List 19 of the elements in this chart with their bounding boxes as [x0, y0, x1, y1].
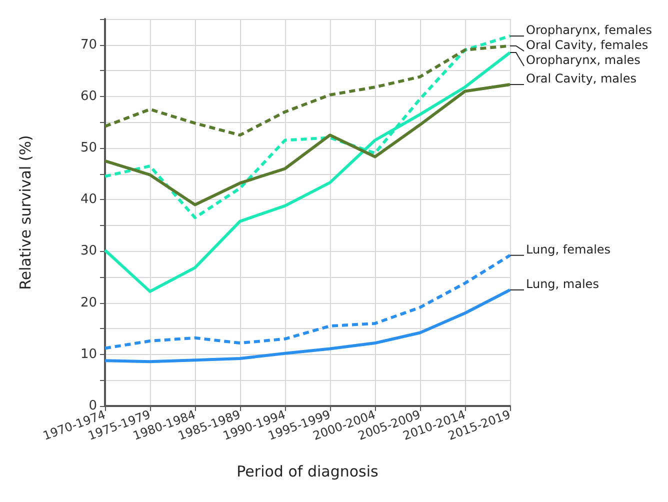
line-series: [104, 83, 512, 206]
y-tick-label: 50: [80, 140, 97, 156]
line-series: [104, 288, 512, 364]
series-label: Oropharynx, males: [526, 53, 640, 68]
series-label: Lung, males: [526, 276, 599, 291]
series-label: Oropharynx, females: [526, 23, 652, 38]
line-series: [104, 254, 512, 350]
x-axis-title: Period of diagnosis: [236, 462, 379, 480]
series-label: Oral Cavity, females: [526, 38, 648, 52]
y-axis-title: Relative survival (%): [16, 135, 34, 290]
y-tick-label: 40: [80, 192, 97, 208]
y-tick-label: 0: [88, 398, 97, 414]
y-tick-label: 30: [80, 244, 97, 259]
series-label: Lung, females: [526, 242, 611, 256]
y-tick-label: 20: [80, 295, 97, 310]
series-label: Oral Cavity, males: [526, 72, 636, 86]
y-tick-label: 60: [80, 88, 97, 104]
y-tick-label: 70: [80, 37, 97, 52]
y-tick-label: 10: [80, 346, 97, 362]
